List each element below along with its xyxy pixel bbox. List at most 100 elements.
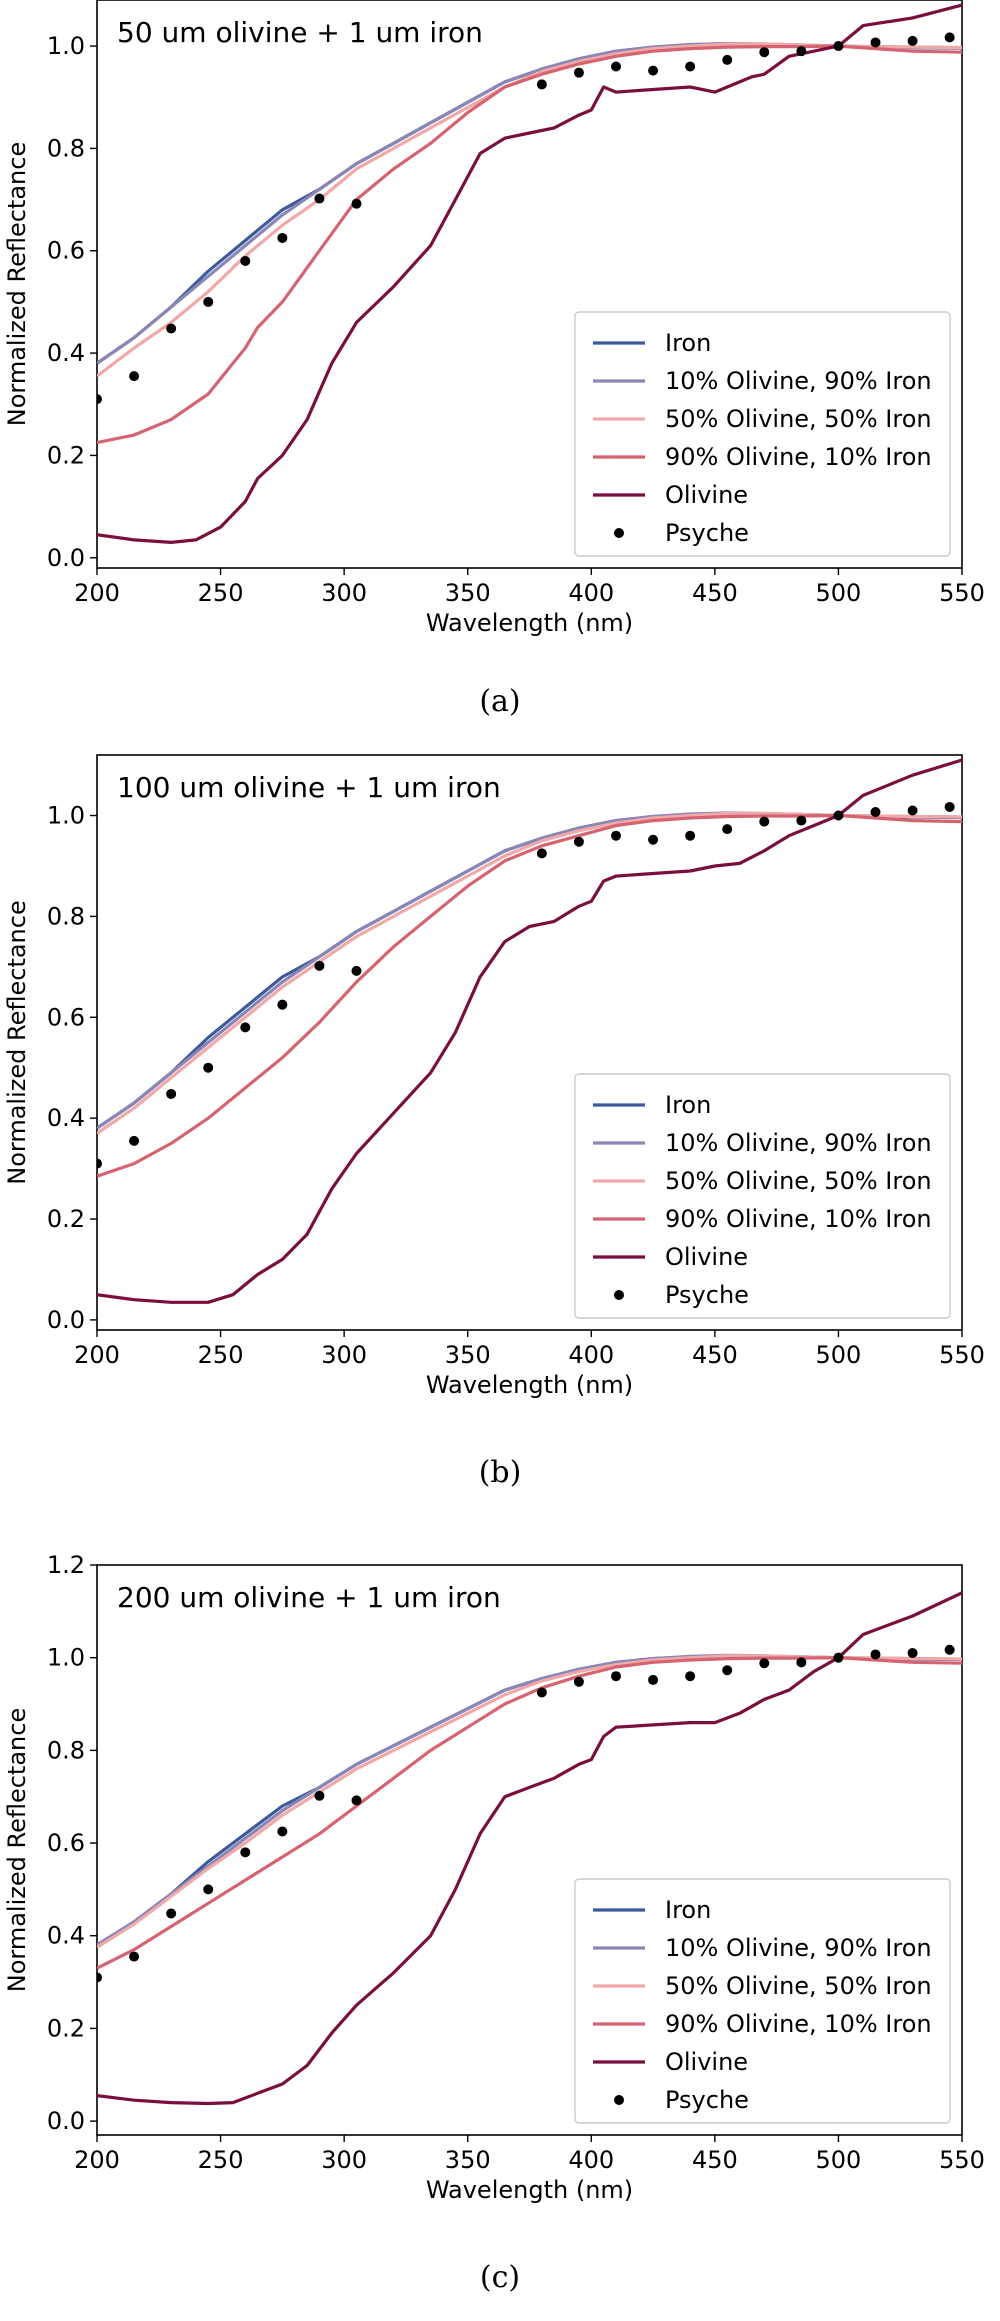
- data-point: [203, 1062, 214, 1073]
- data-point: [796, 46, 807, 57]
- data-point: [536, 1687, 547, 1698]
- y-tick-label: 0.4: [47, 339, 85, 367]
- legend: Iron 10% Olivine, 90% Iron 50% Olivine, 50…: [574, 311, 951, 557]
- data-point: [944, 801, 955, 812]
- legend-label: Olivine: [665, 481, 748, 509]
- x-tick-label: 450: [692, 2146, 738, 2174]
- chart-title: 200 um olivine + 1 um iron: [117, 1581, 501, 1614]
- x-tick-label: 450: [692, 579, 738, 607]
- x-tick-label: 400: [568, 2146, 614, 2174]
- data-point: [722, 54, 733, 65]
- panel-caption-a: (a): [479, 684, 521, 719]
- data-point: [796, 815, 807, 826]
- legend-label: 50% Olivine, 50% Iron: [665, 1167, 932, 1195]
- data-point: [129, 371, 140, 382]
- legend-label: 10% Olivine, 90% Iron: [665, 1129, 932, 1157]
- data-point: [759, 816, 770, 827]
- data-point: [870, 806, 881, 817]
- data-point: [351, 1795, 362, 1806]
- data-point: [314, 193, 325, 204]
- legend-label: Iron: [665, 329, 711, 357]
- y-tick-label: 0.6: [47, 1003, 85, 1031]
- legend-label: Iron: [665, 1091, 711, 1119]
- data-point: [351, 198, 362, 209]
- legend-label: 10% Olivine, 90% Iron: [665, 367, 932, 395]
- series-line-4: [97, 758, 962, 1304]
- data-point: [277, 232, 288, 243]
- data-point: [833, 810, 844, 821]
- series-line-3: [97, 813, 962, 1178]
- data-point: [536, 79, 547, 90]
- chart-title: 100 um olivine + 1 um iron: [117, 771, 501, 804]
- legend-box: [574, 311, 951, 557]
- x-axis-label: Wavelength (nm): [426, 2176, 633, 2204]
- data-point: [722, 1665, 733, 1676]
- x-tick-label: 300: [321, 579, 367, 607]
- panel-caption-c: (c): [479, 2260, 521, 2295]
- x-tick-label: 250: [198, 579, 244, 607]
- data-point: [240, 255, 251, 266]
- y-tick-label: 0.2: [47, 1205, 85, 1233]
- plot-area: [97, 758, 962, 1304]
- x-tick-label: 200: [74, 1341, 120, 1369]
- y-tick-label: 0.0: [47, 544, 85, 572]
- data-point: [573, 1676, 584, 1687]
- y-tick-label: 0.2: [47, 441, 85, 469]
- panel-caption-b: (b): [478, 1455, 522, 1490]
- legend: Iron 10% Olivine, 90% Iron 50% Olivine, 50…: [574, 1878, 951, 2124]
- legend-label: 50% Olivine, 50% Iron: [665, 1972, 932, 2000]
- x-tick-label: 550: [939, 579, 985, 607]
- y-tick-label: 0.4: [47, 1922, 85, 1950]
- data-point: [97, 1972, 102, 1983]
- chart-title: 50 um olivine + 1 um iron: [117, 16, 483, 49]
- data-point: [203, 296, 214, 307]
- data-point: [573, 67, 584, 78]
- x-tick-label: 250: [198, 1341, 244, 1369]
- y-axis-label: Normalized Reflectance: [3, 142, 31, 426]
- x-tick-label: 450: [692, 1341, 738, 1369]
- data-point: [648, 1674, 659, 1685]
- x-tick-label: 400: [568, 1341, 614, 1369]
- x-tick-label: 500: [816, 1341, 862, 1369]
- legend-label: 90% Olivine, 10% Iron: [665, 1205, 932, 1233]
- data-point: [907, 1648, 918, 1659]
- legend-label: 90% Olivine, 10% Iron: [665, 2010, 932, 2038]
- chart-panel-0: 200 250 300 350 400 450 500 550 0.0 0.2 0.4 0.6 0.8 1…: [3, 0, 985, 637]
- legend-label: 10% Olivine, 90% Iron: [665, 1934, 932, 1962]
- y-axis-label: Normalized Reflectance: [3, 1708, 31, 1992]
- legend-marker: [614, 1290, 624, 1300]
- series-line-4: [97, 3, 962, 544]
- legend-box: [574, 1073, 951, 1319]
- data-point: [870, 1649, 881, 1660]
- data-point: [833, 41, 844, 52]
- x-tick-label: 550: [939, 1341, 985, 1369]
- legend-label: 50% Olivine, 50% Iron: [665, 405, 932, 433]
- data-point: [833, 1652, 844, 1663]
- plot-area: [97, 3, 962, 544]
- x-tick-label: 500: [816, 579, 862, 607]
- x-tick-label: 300: [321, 2146, 367, 2174]
- data-point: [351, 965, 362, 976]
- chart-panel-1: 200 250 300 350 400 450 500 550 0.0 0.2 0.4 0.6 0.8 1…: [3, 754, 985, 1399]
- legend-label: Olivine: [665, 2048, 748, 2076]
- data-point: [129, 1135, 140, 1146]
- x-tick-label: 350: [445, 2146, 491, 2174]
- y-tick-label: 1.0: [47, 1644, 85, 1672]
- legend-label: Psyche: [665, 2086, 749, 2114]
- data-point: [907, 805, 918, 816]
- legend-marker: [614, 2095, 624, 2105]
- data-point: [166, 1088, 177, 1099]
- y-axis-label: Normalized Reflectance: [3, 900, 31, 1184]
- y-tick-label: 0.2: [47, 2014, 85, 2042]
- y-tick-label: 0.6: [47, 1829, 85, 1857]
- data-point: [314, 960, 325, 971]
- data-point: [648, 834, 659, 845]
- x-tick-label: 350: [445, 1341, 491, 1369]
- x-tick-label: 200: [74, 579, 120, 607]
- data-point: [129, 1951, 140, 1962]
- x-tick-label: 550: [939, 2146, 985, 2174]
- y-tick-label: 0.8: [47, 902, 85, 930]
- x-axis-label: Wavelength (nm): [426, 1371, 633, 1399]
- data-point: [796, 1657, 807, 1668]
